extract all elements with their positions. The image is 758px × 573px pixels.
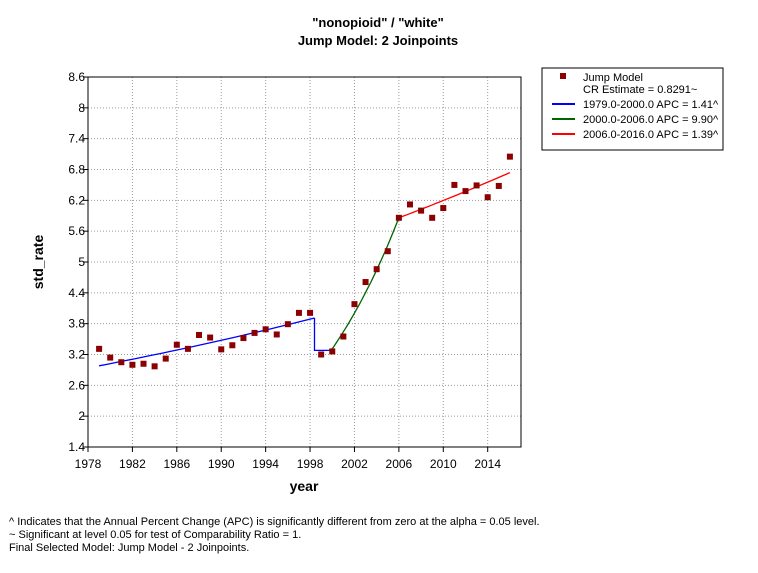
- data-point: [140, 360, 147, 367]
- x-tick-label: 2014: [474, 457, 501, 471]
- observed-points: [96, 153, 513, 370]
- y-tick-label: 4.4: [68, 286, 85, 300]
- data-point: [162, 355, 169, 362]
- x-tick-label: 1994: [252, 457, 279, 471]
- footnote-cr: ~ Significant at level 0.05 for test of …: [9, 529, 302, 541]
- data-point: [462, 188, 469, 195]
- y-tick-label: 2.6: [68, 378, 85, 392]
- legend-label-model: Jump Model: [583, 72, 643, 84]
- y-tick-label: 5.6: [68, 224, 85, 238]
- x-tick-label: 2006: [386, 457, 413, 471]
- data-point: [207, 334, 214, 341]
- data-point: [484, 194, 491, 201]
- y-tick-label: 7.4: [68, 132, 85, 146]
- y-tick-label: 2: [78, 409, 85, 423]
- chart-title: "nonopioid" / "white": [312, 15, 444, 30]
- chart-subtitle: Jump Model: 2 Joinpoints: [298, 33, 458, 48]
- footnote-apc: ^ Indicates that the Annual Percent Chan…: [9, 516, 540, 528]
- y-tick-label: 6.8: [68, 163, 85, 177]
- x-axis-ticks: 1978 1982 1986 1990 1994 1998 2002 2006 2010 2014: [75, 447, 501, 471]
- footnote-model: Final Selected Model: Jump Model - 2 Joi…: [9, 542, 250, 554]
- data-point: [351, 301, 358, 308]
- data-point: [173, 341, 180, 348]
- data-point: [506, 153, 513, 160]
- data-point: [196, 331, 203, 338]
- fit-line-segment-1: [98, 317, 315, 367]
- data-point: [295, 309, 302, 316]
- data-point: [473, 182, 480, 189]
- y-tick-label: 3.8: [68, 317, 85, 331]
- data-point: [418, 207, 425, 214]
- fit-line-segment-2: [330, 217, 400, 351]
- legend-label-seg3: 2006.0-2016.0 APC = 1.39^: [583, 129, 719, 141]
- data-point: [307, 309, 314, 316]
- data-point: [151, 363, 158, 370]
- y-tick-label: 8.6: [68, 70, 85, 84]
- y-tick-label: 3.2: [68, 348, 85, 362]
- y-tick-label: 6.2: [68, 193, 85, 207]
- data-point: [218, 346, 225, 353]
- jump-connector: [313, 318, 332, 352]
- data-point: [107, 354, 114, 361]
- legend-label-seg2: 2000.0-2006.0 APC = 9.90^: [583, 114, 719, 126]
- y-tick-label: 8: [78, 101, 85, 115]
- data-point: [240, 335, 247, 342]
- legend: Jump Model CR Estimate = 0.8291~ 1979.0-…: [541, 67, 724, 151]
- data-point: [440, 205, 447, 212]
- x-tick-label: 2002: [341, 457, 368, 471]
- data-point: [96, 345, 103, 352]
- x-tick-label: 2010: [430, 457, 457, 471]
- data-point: [395, 214, 402, 221]
- y-tick-label: 5: [78, 255, 85, 269]
- data-point: [329, 348, 336, 355]
- data-point: [318, 351, 325, 358]
- fitted-segments: [98, 172, 511, 367]
- data-point: [384, 248, 391, 255]
- data-point: [229, 342, 236, 349]
- data-point: [362, 279, 369, 286]
- data-point: [184, 345, 191, 352]
- data-point: [406, 201, 413, 208]
- data-point: [429, 214, 436, 221]
- x-tick-label: 1990: [208, 457, 235, 471]
- data-point: [129, 361, 136, 368]
- x-tick-label: 1998: [297, 457, 324, 471]
- data-point: [373, 266, 380, 273]
- fit-line-segment-3: [398, 172, 511, 219]
- y-tick-label: 1.4: [68, 440, 85, 454]
- x-tick-label: 1986: [163, 457, 190, 471]
- legend-label-cr: CR Estimate = 0.8291~: [583, 84, 697, 96]
- y-axis-ticks: 1.4 2 2.6 3.2 3.8 4.4 5 5.6 6.2 6.8 7.4 8 8.6: [68, 70, 88, 454]
- data-point: [495, 182, 502, 189]
- grid-lines: [88, 77, 521, 447]
- data-point: [340, 333, 347, 340]
- data-point: [273, 331, 280, 338]
- data-point: [262, 326, 269, 333]
- x-tick-label: 1982: [119, 457, 146, 471]
- data-point: [451, 181, 458, 188]
- data-point: [251, 329, 258, 336]
- y-axis-label: std_rate: [30, 235, 46, 290]
- legend-marker-points: [560, 73, 566, 79]
- data-point: [284, 321, 291, 328]
- x-axis-label: year: [290, 478, 319, 494]
- legend-box: [541, 67, 724, 151]
- x-tick-label: 1978: [75, 457, 102, 471]
- legend-label-seg1: 1979.0-2000.0 APC = 1.41^: [583, 99, 719, 111]
- data-point: [118, 359, 125, 366]
